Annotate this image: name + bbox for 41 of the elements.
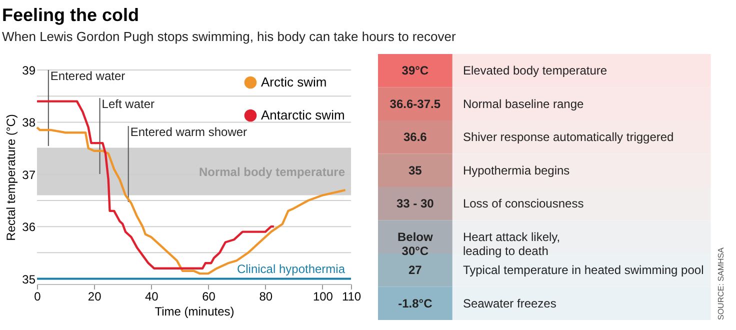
x-tick-label: 40 <box>145 290 159 304</box>
category-label: 36.6-37.5 <box>390 96 441 111</box>
category-label: 39°C <box>402 64 429 78</box>
y-tick-label: 39 <box>22 64 36 78</box>
category-label: 35 <box>408 163 422 178</box>
y-tick-label: 36 <box>22 220 36 234</box>
y-tick-label: 35 <box>22 272 36 286</box>
category-label: Loss of consciousness <box>462 196 584 211</box>
y-tick-label: 37 <box>22 168 36 182</box>
category-label: -1.8°C <box>398 296 432 310</box>
ref-line-label: Entered water <box>50 69 126 83</box>
line-series <box>36 126 346 275</box>
x-tick-label: 80 <box>259 290 273 304</box>
y-axis-title: Rectal temperature (°C) <box>4 114 18 241</box>
category-label: Heart attack likely, leading to death <box>462 230 560 258</box>
ref-line-label: Left water <box>102 97 155 111</box>
chart-subtitle: When Lewis Gordon Pugh stops swimming, his body can take hours to recover <box>2 29 457 44</box>
category-label: Hypothermia begins <box>462 163 570 178</box>
x-tick-label: 60 <box>202 290 216 304</box>
ref-line-label: Clinical hypothermia <box>236 262 346 276</box>
category-label: Seawater freezes <box>462 296 556 310</box>
category-label: Elevated body temperature <box>462 64 608 78</box>
category-label: 36.6 <box>403 130 427 144</box>
chart-title: Feeling the cold <box>2 5 140 26</box>
ref-line-label: Entered warm shower <box>130 125 248 139</box>
category-label: 27 <box>408 263 422 278</box>
y-tick-label: 38 <box>22 116 36 130</box>
category-label: 33 - 30 <box>396 196 434 211</box>
category-label: Normal baseline range <box>462 96 584 111</box>
category-label: Shiver response automatically triggered <box>462 130 674 144</box>
legend-label: Arctic swim <box>261 74 327 90</box>
x-tick-label: 0 <box>34 290 42 304</box>
category-label: Typical temperature in heated swimming pool <box>462 263 704 278</box>
category-label: Below 30°C <box>398 230 433 258</box>
legend-label: Antarctic swim <box>261 108 345 122</box>
x-tick-label: 20 <box>88 290 102 304</box>
source-note: SOURCE: SAMHSA <box>716 246 726 320</box>
band-label: Normal body temperature <box>198 164 346 179</box>
x-tick-label: 100 <box>312 290 334 304</box>
x-axis-title: Time (minutes) <box>154 304 234 318</box>
x-tick-label: 110 <box>342 290 362 304</box>
